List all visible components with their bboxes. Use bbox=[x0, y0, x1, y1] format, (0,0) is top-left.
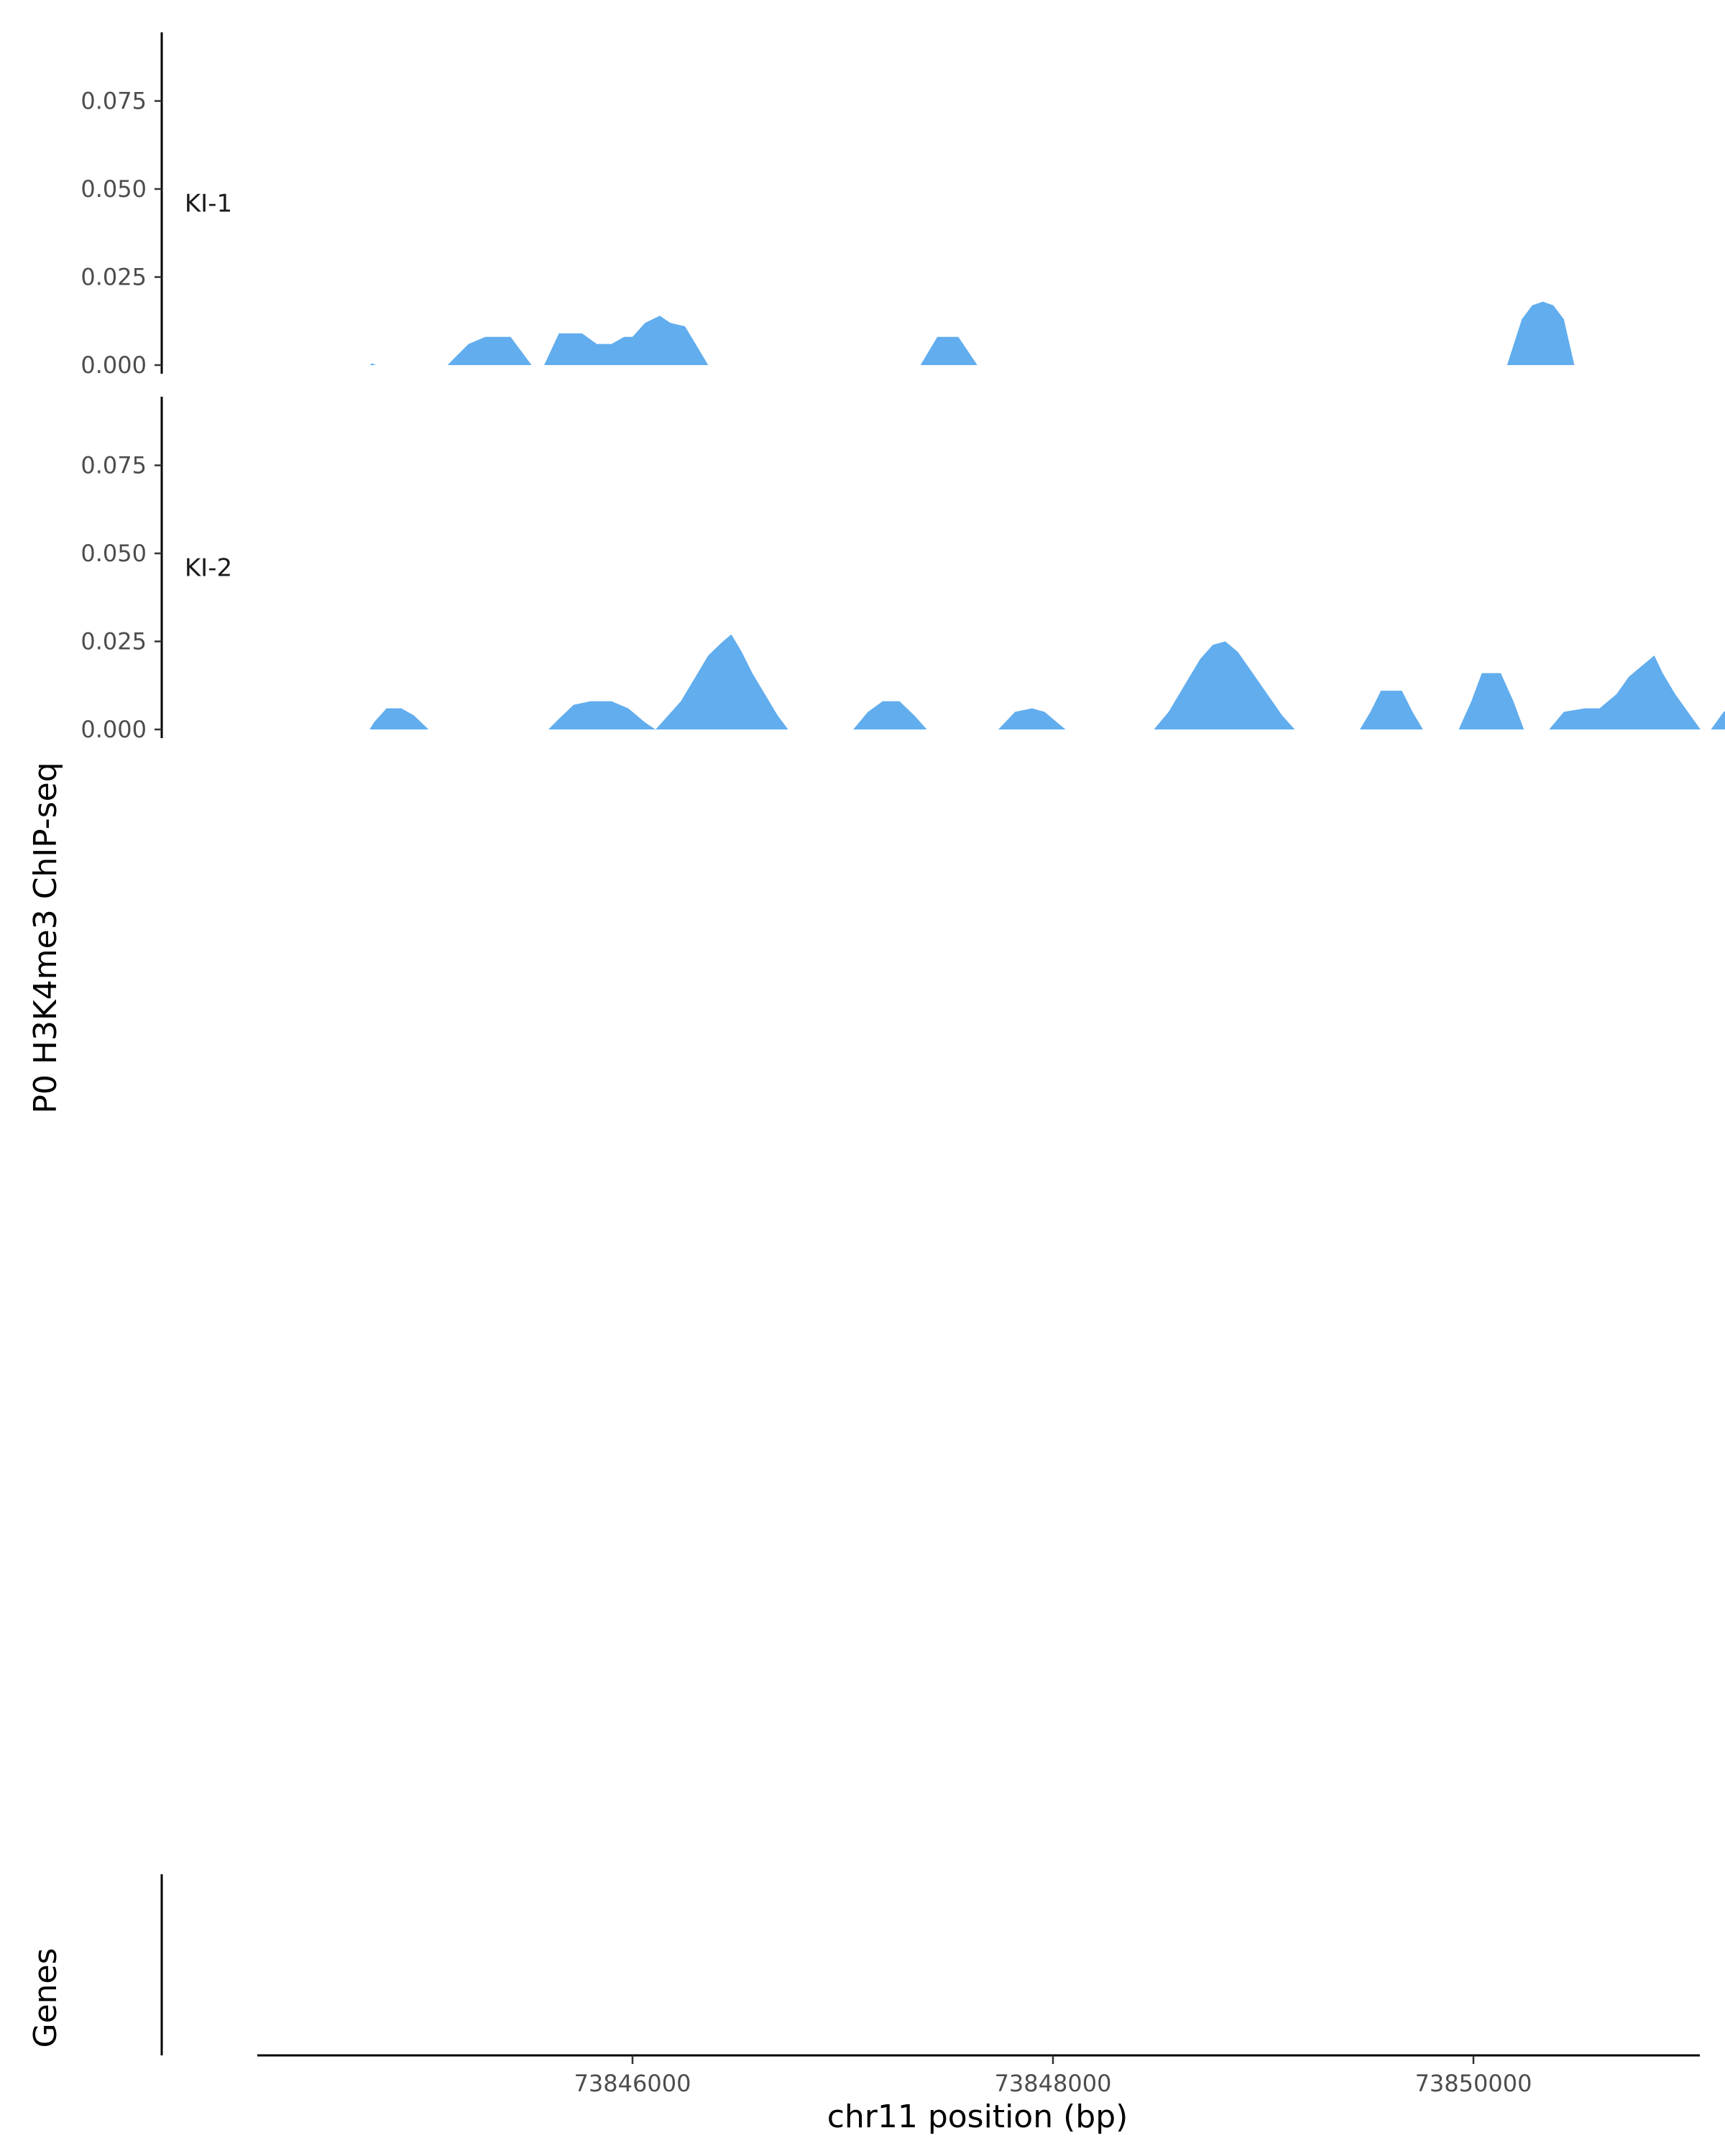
x-axis: 73846000 73848000 73850000 bbox=[257, 2054, 1700, 2097]
track-ki-2: 0.000 0.025 0.050 0.075 KI-2 bbox=[80, 397, 1725, 743]
y-tick-label: 0.075 bbox=[80, 88, 147, 115]
track-label: KI-1 bbox=[185, 190, 232, 218]
genes-axis-title: Genes bbox=[27, 1948, 64, 2047]
y-tick-label: 0.050 bbox=[80, 175, 147, 203]
x-tick-label: 73848000 bbox=[995, 2070, 1112, 2097]
tracks-layer: 0.0000.0250.0500.075KI-10.0000.0250.0500… bbox=[80, 32, 1725, 743]
y-tick-label: 0.000 bbox=[80, 716, 147, 743]
x-tick-label: 73846000 bbox=[574, 2070, 691, 2097]
signal-area-ki-1 bbox=[369, 301, 1575, 365]
track-ki-1: 0.000 0.025 0.050 0.075 KI-1 bbox=[80, 32, 1575, 379]
signal-area-ki-2 bbox=[369, 634, 1725, 729]
y-tick-label: 0.075 bbox=[80, 452, 147, 479]
y-tick-label: 0.025 bbox=[80, 628, 147, 655]
y-tick-label: 0.050 bbox=[80, 540, 147, 567]
x-tick-label: 73850000 bbox=[1415, 2070, 1532, 2097]
x-axis-title: chr11 position (bp) bbox=[827, 2099, 1128, 2135]
y-tick-label: 0.000 bbox=[80, 351, 147, 379]
y-tick-label: 0.025 bbox=[80, 264, 147, 291]
track-label: KI-2 bbox=[185, 554, 232, 583]
y-axis-title: P0 H3K4me3 ChIP-seq bbox=[27, 762, 64, 1113]
